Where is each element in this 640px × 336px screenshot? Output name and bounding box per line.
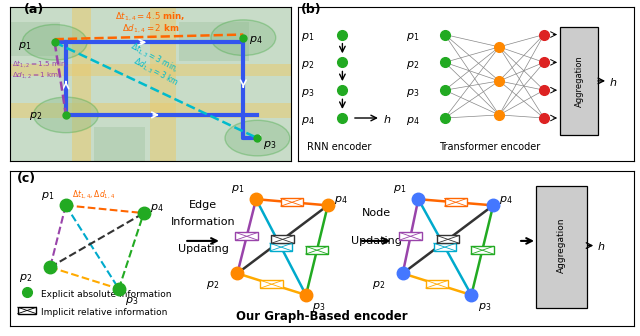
Text: $p_3$: $p_3$ bbox=[263, 139, 276, 152]
Bar bbox=[150, 7, 176, 161]
Text: $p_1$: $p_1$ bbox=[394, 183, 406, 196]
Text: Explicit absolute information: Explicit absolute information bbox=[41, 290, 172, 299]
Text: (c): (c) bbox=[17, 172, 36, 185]
Text: Transformer encoder: Transformer encoder bbox=[439, 142, 540, 153]
Text: Edge: Edge bbox=[189, 200, 217, 210]
Text: RNN encoder: RNN encoder bbox=[307, 142, 371, 153]
Bar bbox=[18, 307, 36, 314]
Text: $\Delta d_{1,2}=1$ km: $\Delta d_{1,2}=1$ km bbox=[12, 70, 60, 80]
Text: $p_1$: $p_1$ bbox=[18, 40, 31, 52]
Bar bbox=[434, 243, 456, 251]
Text: h: h bbox=[598, 242, 605, 252]
Text: Our Graph-Based encoder: Our Graph-Based encoder bbox=[236, 310, 408, 323]
Text: $p_3$: $p_3$ bbox=[406, 87, 420, 99]
Text: $p_2$: $p_2$ bbox=[29, 110, 42, 122]
Text: Information: Information bbox=[171, 217, 236, 227]
Bar bbox=[10, 64, 291, 76]
Bar bbox=[10, 102, 291, 118]
Text: $\Delta t_{1,3}=3$ min,: $\Delta t_{1,3}=3$ min, bbox=[128, 40, 180, 75]
Text: $p_3$: $p_3$ bbox=[477, 301, 491, 313]
Circle shape bbox=[225, 120, 290, 156]
FancyBboxPatch shape bbox=[536, 186, 587, 308]
Text: $p_4$: $p_4$ bbox=[406, 115, 420, 127]
Bar bbox=[236, 233, 258, 240]
Text: (a): (a) bbox=[24, 3, 44, 16]
Text: $p_2$: $p_2$ bbox=[301, 59, 314, 71]
Text: (b): (b) bbox=[301, 3, 321, 16]
Text: $p_3$: $p_3$ bbox=[301, 87, 314, 99]
Bar bbox=[399, 233, 422, 240]
Text: $p_1$: $p_1$ bbox=[41, 190, 54, 202]
Text: Aggregation: Aggregation bbox=[557, 218, 566, 273]
Bar bbox=[179, 22, 249, 61]
Text: $p_4$: $p_4$ bbox=[150, 202, 164, 214]
Text: $p_3$: $p_3$ bbox=[312, 301, 326, 313]
Bar bbox=[10, 22, 60, 56]
Bar bbox=[436, 236, 459, 243]
Circle shape bbox=[211, 20, 276, 55]
Text: $p_2$: $p_2$ bbox=[406, 59, 420, 71]
Text: $p_1$: $p_1$ bbox=[301, 31, 314, 43]
Text: $\Delta t_{1,4},\Delta d_{1,4}$: $\Delta t_{1,4},\Delta d_{1,4}$ bbox=[72, 189, 115, 201]
Bar bbox=[306, 246, 328, 254]
Circle shape bbox=[22, 25, 87, 60]
Text: $\Delta d_{1,4}=2$ km: $\Delta d_{1,4}=2$ km bbox=[122, 23, 179, 35]
Text: $p_4$: $p_4$ bbox=[301, 115, 314, 127]
Text: Updating: Updating bbox=[351, 236, 402, 246]
Text: $p_4$: $p_4$ bbox=[334, 194, 348, 206]
Bar bbox=[426, 280, 448, 288]
Text: $\Delta d_{1,3}=3$ km: $\Delta d_{1,3}=3$ km bbox=[131, 55, 180, 89]
Bar bbox=[270, 243, 292, 251]
Text: Implicit relative information: Implicit relative information bbox=[41, 308, 167, 317]
Text: $p_4$: $p_4$ bbox=[249, 34, 262, 46]
Text: h: h bbox=[610, 78, 616, 88]
Text: Updating: Updating bbox=[178, 244, 228, 254]
Bar bbox=[94, 127, 145, 161]
FancyBboxPatch shape bbox=[560, 27, 598, 135]
Text: $p_2$: $p_2$ bbox=[371, 279, 385, 291]
Text: $p_2$: $p_2$ bbox=[19, 271, 32, 284]
Text: $p_1$: $p_1$ bbox=[231, 183, 244, 196]
Bar bbox=[260, 280, 283, 288]
Text: Aggregation: Aggregation bbox=[575, 55, 584, 107]
Text: h: h bbox=[384, 115, 391, 125]
Text: $\Delta t_{1,4}=4.5$ min,: $\Delta t_{1,4}=4.5$ min, bbox=[115, 10, 186, 23]
Circle shape bbox=[33, 97, 99, 133]
Text: $p_1$: $p_1$ bbox=[406, 31, 420, 43]
Bar bbox=[271, 236, 294, 243]
Text: $p_3$: $p_3$ bbox=[125, 295, 138, 307]
Bar bbox=[471, 246, 493, 254]
Text: $\Delta t_{1,2}=1.5$ min,: $\Delta t_{1,2}=1.5$ min, bbox=[12, 58, 70, 69]
Text: $p_2$: $p_2$ bbox=[206, 279, 220, 291]
Bar bbox=[445, 198, 467, 206]
Text: $p_4$: $p_4$ bbox=[499, 194, 513, 206]
Text: Node: Node bbox=[362, 208, 391, 218]
Bar bbox=[281, 198, 303, 206]
Bar bbox=[72, 7, 92, 161]
